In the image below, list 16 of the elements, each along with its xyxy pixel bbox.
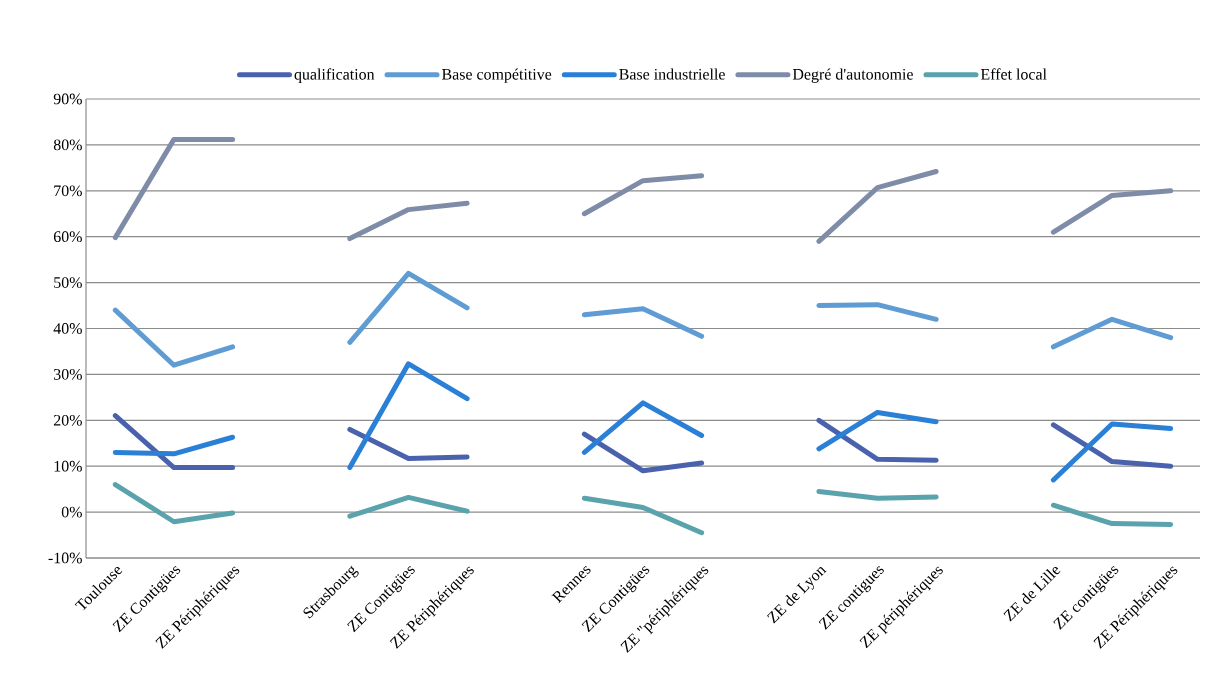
- legend-label: Base industrielle: [619, 68, 725, 80]
- legend-label: qualification: [294, 68, 375, 83]
- y-tick-label: 80%: [53, 139, 82, 151]
- y-tick-label: 70%: [54, 185, 82, 197]
- y-tick-label: 30%: [54, 369, 82, 380]
- y-tick-label: 0%: [61, 506, 82, 518]
- y-tick-label: 50%: [54, 277, 82, 288]
- y-tick-label: -10%: [48, 552, 82, 564]
- legend-label: Effet local: [980, 68, 1047, 80]
- y-tick-label: 40%: [53, 323, 82, 334]
- y-tick-label: 60%: [53, 231, 82, 243]
- legend-label: Base compétitive: [441, 68, 552, 83]
- y-tick-label: 20%: [53, 414, 82, 426]
- legend-label: Degré d'autonomie: [792, 68, 913, 83]
- y-tick-label: 10%: [54, 460, 82, 472]
- y-tick-label: 90%: [53, 93, 82, 105]
